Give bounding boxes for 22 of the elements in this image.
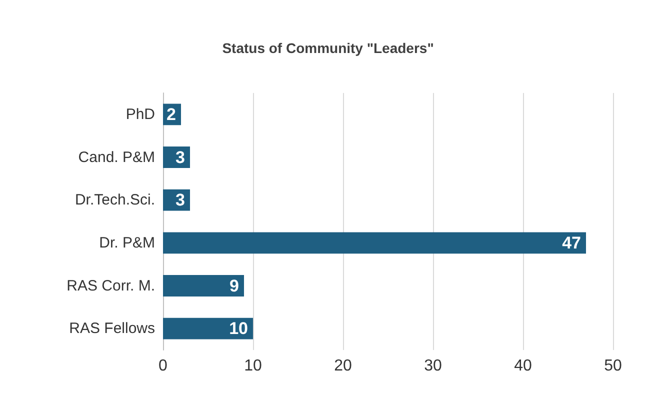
y-tick-label: RAS Fellows <box>69 320 155 338</box>
x-tick-label: 20 <box>334 358 352 374</box>
y-tick-label: Cand. P&M <box>78 148 155 166</box>
data-label: 10 <box>229 319 248 338</box>
bar <box>163 232 586 254</box>
x-tick-label: 10 <box>244 358 262 374</box>
data-label: 47 <box>562 233 581 252</box>
x-tick-label: 0 <box>158 358 168 374</box>
chart-title: Status of Community "Leaders" <box>222 40 434 56</box>
bar <box>163 318 253 340</box>
data-label: 9 <box>230 276 239 296</box>
y-tick-label: PhD <box>126 106 156 123</box>
data-label: 3 <box>176 148 185 167</box>
data-label: 3 <box>176 190 185 210</box>
y-tick-label: Dr.Tech.Sci. <box>74 192 155 209</box>
y-tick-label: Dr. P&M <box>99 234 155 252</box>
x-tick-label: 30 <box>424 358 442 374</box>
x-tick-label: 50 <box>604 358 622 374</box>
data-label: 2 <box>166 104 176 124</box>
bar <box>163 275 244 296</box>
y-tick-label: RAS Corr. M. <box>66 277 155 294</box>
x-tick-label: 40 <box>514 358 532 374</box>
